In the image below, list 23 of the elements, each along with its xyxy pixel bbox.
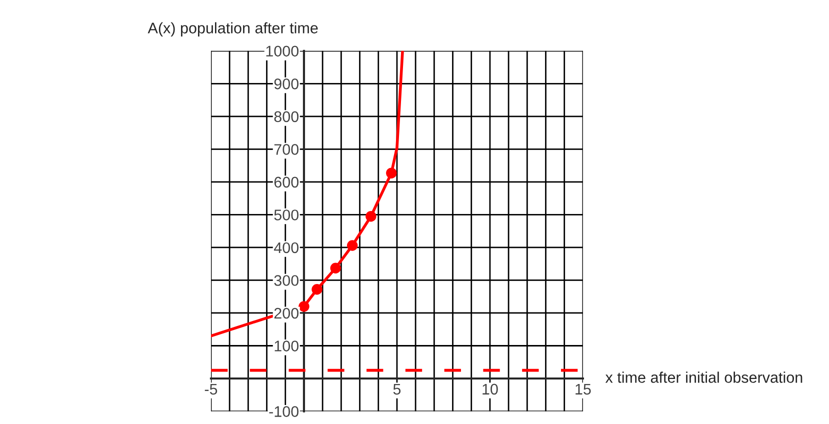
y-tick-label: 700 — [274, 144, 299, 155]
y-tick-label: 300 — [274, 275, 299, 286]
point — [386, 168, 397, 178]
y-tick-label: -100 — [269, 406, 299, 417]
point — [346, 240, 358, 251]
y-tick-label: 1000 — [266, 46, 299, 57]
y-tick-label: 100 — [274, 340, 299, 352]
y-tick-label: 200 — [274, 308, 299, 319]
x-tick-label: 10 — [482, 384, 498, 395]
point — [366, 210, 376, 222]
point — [298, 301, 310, 312]
y-tick-label: 900 — [274, 78, 299, 90]
x-tick-label: -5 — [204, 384, 218, 395]
point — [312, 284, 322, 295]
point — [330, 262, 341, 274]
x-axis-title: x time after initial observation — [605, 372, 802, 383]
y-tick-label: 800 — [274, 111, 299, 122]
y-tick-label: 500 — [274, 210, 299, 220]
x-tick-label: 5 — [393, 384, 401, 395]
x-tick-label: 15 — [576, 384, 591, 395]
y-tick-label: 600 — [274, 176, 299, 188]
y-tick-label: 400 — [274, 242, 299, 254]
y-axis-title: A(x) population after time — [148, 22, 318, 36]
